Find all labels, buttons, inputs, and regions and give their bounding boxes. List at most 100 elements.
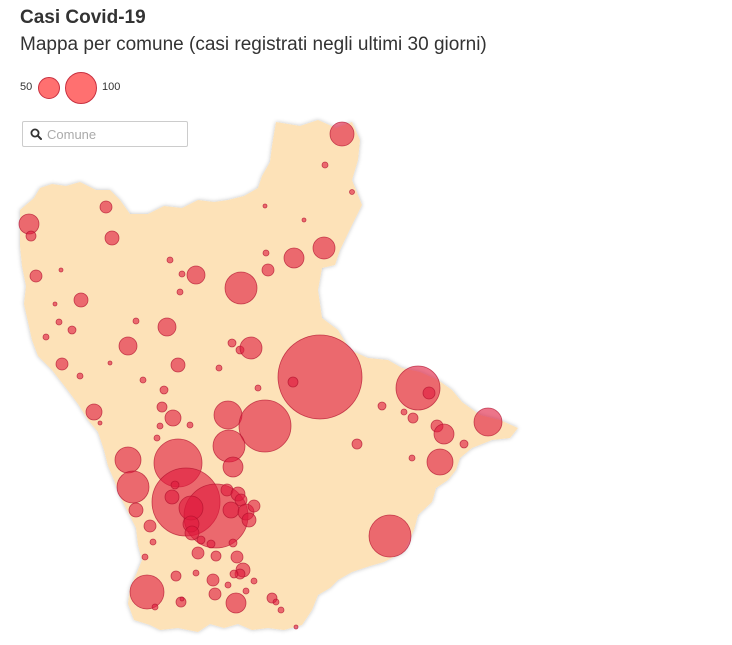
- case-bubble[interactable]: [29, 269, 43, 283]
- case-bubble[interactable]: [426, 448, 454, 476]
- case-bubble[interactable]: [156, 422, 164, 430]
- case-bubble[interactable]: [250, 577, 258, 585]
- case-bubble[interactable]: [224, 581, 232, 589]
- case-bubble[interactable]: [212, 429, 246, 463]
- case-bubble[interactable]: [192, 569, 200, 577]
- case-bubble[interactable]: [191, 546, 205, 560]
- case-bubble[interactable]: [159, 385, 169, 395]
- case-bubble[interactable]: [85, 403, 103, 421]
- case-bubble[interactable]: [170, 357, 186, 373]
- case-bubble[interactable]: [272, 598, 280, 606]
- case-bubble[interactable]: [400, 408, 408, 416]
- case-bubble[interactable]: [67, 325, 77, 335]
- case-bubble[interactable]: [55, 357, 69, 371]
- case-bubble[interactable]: [395, 365, 441, 411]
- case-bubble[interactable]: [176, 288, 184, 296]
- case-bubble[interactable]: [225, 592, 247, 614]
- case-bubble[interactable]: [215, 364, 223, 372]
- case-bubble[interactable]: [241, 512, 257, 528]
- case-bubble[interactable]: [55, 318, 63, 326]
- case-bubble[interactable]: [312, 236, 336, 260]
- case-bubble[interactable]: [222, 501, 240, 519]
- search-input[interactable]: [47, 125, 183, 143]
- case-bubble[interactable]: [277, 334, 363, 420]
- case-bubble[interactable]: [141, 553, 149, 561]
- case-bubble[interactable]: [224, 271, 258, 305]
- case-bubble[interactable]: [186, 421, 194, 429]
- case-bubble[interactable]: [229, 569, 239, 579]
- case-bubble[interactable]: [107, 360, 113, 366]
- case-bubble[interactable]: [73, 292, 89, 308]
- case-bubble[interactable]: [206, 573, 220, 587]
- case-bubble[interactable]: [97, 420, 103, 426]
- case-bubble[interactable]: [118, 336, 138, 356]
- case-bubble[interactable]: [25, 230, 37, 242]
- case-bubble[interactable]: [151, 603, 159, 611]
- case-bubble[interactable]: [227, 338, 237, 348]
- case-bubble[interactable]: [52, 301, 58, 307]
- comune-search[interactable]: [22, 121, 188, 147]
- case-bubble[interactable]: [254, 384, 262, 392]
- case-bubble[interactable]: [262, 203, 268, 209]
- case-bubble[interactable]: [186, 265, 206, 285]
- case-bubble[interactable]: [42, 333, 50, 341]
- case-bubble[interactable]: [157, 317, 177, 337]
- case-bubble[interactable]: [139, 376, 147, 384]
- case-bubble[interactable]: [196, 535, 206, 545]
- case-bubble[interactable]: [164, 489, 180, 505]
- case-bubble[interactable]: [277, 606, 285, 614]
- case-bubble[interactable]: [473, 407, 503, 437]
- case-bubble[interactable]: [178, 270, 186, 278]
- case-bubble[interactable]: [230, 550, 244, 564]
- case-bubble[interactable]: [170, 570, 182, 582]
- case-bubble[interactable]: [321, 161, 329, 169]
- case-bubble[interactable]: [262, 249, 270, 257]
- case-bubble[interactable]: [143, 519, 157, 533]
- case-bubble[interactable]: [433, 423, 455, 445]
- case-bubble[interactable]: [422, 386, 436, 400]
- map-subtitle: Mappa per comune (casi registrati negli …: [20, 34, 487, 55]
- case-bubble[interactable]: [58, 267, 64, 273]
- legend-small-label: 50: [20, 81, 33, 93]
- case-bubble[interactable]: [164, 409, 182, 427]
- case-bubble[interactable]: [283, 247, 305, 269]
- case-bubble[interactable]: [459, 439, 469, 449]
- case-bubble[interactable]: [287, 376, 299, 388]
- case-bubble[interactable]: [132, 317, 140, 325]
- case-bubble[interactable]: [156, 401, 168, 413]
- case-bubble[interactable]: [129, 574, 165, 610]
- case-bubble[interactable]: [99, 200, 113, 214]
- case-bubble[interactable]: [210, 550, 222, 562]
- case-bubble[interactable]: [301, 217, 307, 223]
- case-bubble[interactable]: [407, 412, 419, 424]
- case-bubble[interactable]: [351, 438, 363, 450]
- case-bubble[interactable]: [76, 372, 84, 380]
- case-bubble[interactable]: [179, 596, 185, 602]
- case-bubble[interactable]: [128, 502, 144, 518]
- case-bubble[interactable]: [247, 499, 261, 513]
- case-bubble[interactable]: [329, 121, 355, 147]
- case-bubble[interactable]: [213, 400, 243, 430]
- case-bubble[interactable]: [114, 446, 142, 474]
- case-bubble[interactable]: [408, 454, 416, 462]
- case-bubble[interactable]: [239, 336, 263, 360]
- case-bubble[interactable]: [222, 456, 244, 478]
- case-bubble[interactable]: [166, 256, 174, 264]
- case-bubble[interactable]: [116, 470, 150, 504]
- case-bubble[interactable]: [238, 399, 292, 453]
- case-bubble[interactable]: [228, 538, 238, 548]
- case-bubble[interactable]: [184, 525, 200, 541]
- case-bubble[interactable]: [377, 401, 387, 411]
- case-bubble[interactable]: [261, 263, 275, 277]
- case-bubble[interactable]: [149, 538, 157, 546]
- case-bubble[interactable]: [349, 189, 355, 195]
- case-bubble[interactable]: [208, 587, 222, 601]
- case-bubble[interactable]: [170, 480, 180, 490]
- case-bubble[interactable]: [293, 624, 299, 630]
- case-bubble[interactable]: [104, 230, 120, 246]
- case-bubble[interactable]: [206, 539, 216, 549]
- case-bubble[interactable]: [242, 587, 250, 595]
- case-bubble[interactable]: [153, 434, 161, 442]
- case-bubble[interactable]: [368, 514, 412, 558]
